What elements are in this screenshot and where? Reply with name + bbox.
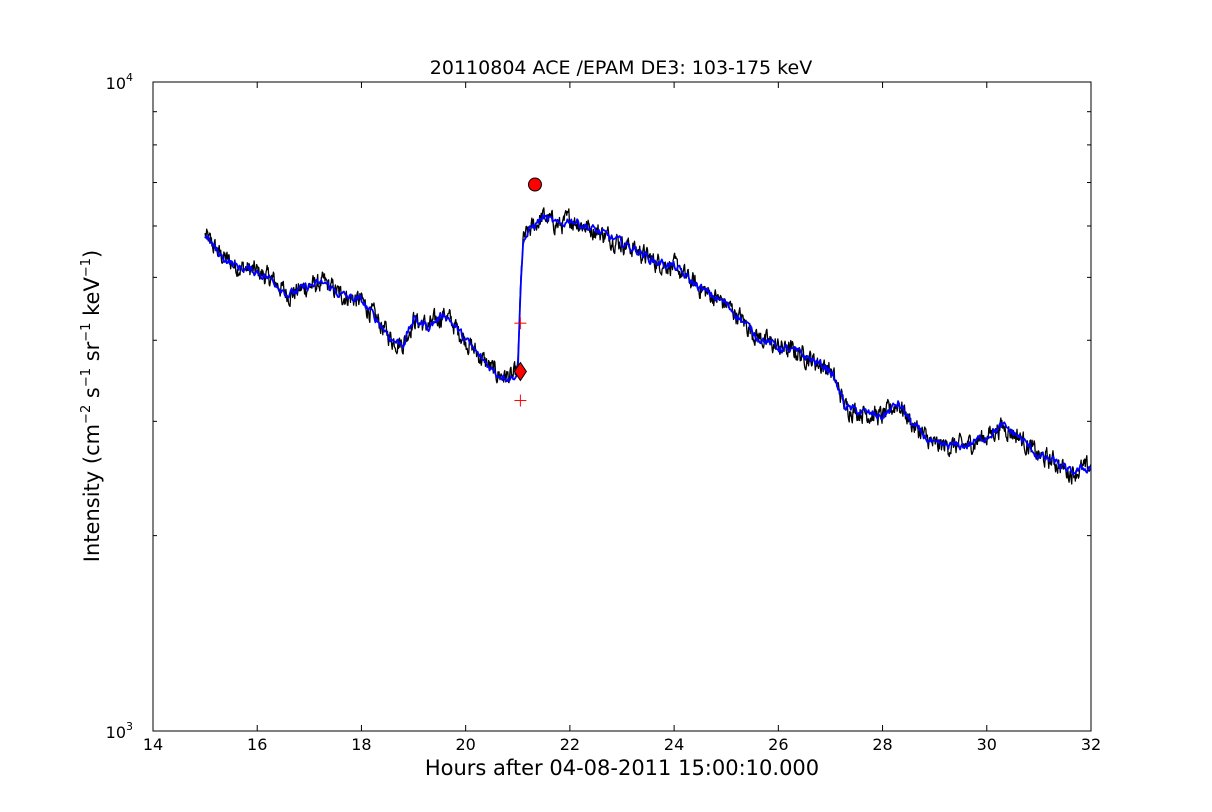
y-axis-label-exp1: −2 bbox=[79, 405, 94, 424]
marker-peak bbox=[527, 177, 542, 192]
x-axis-label: Hours after 04-08-2011 15:00:10.000 bbox=[425, 756, 819, 780]
chart-title: 20110804 ACE /EPAM DE3: 103-175 keV bbox=[430, 57, 812, 79]
y-tick-label-base: 10 bbox=[106, 74, 126, 93]
y-axis-label-mid1: s bbox=[80, 387, 104, 405]
y-axis-label: Intensity (cm−2 s−1 sr−1 keV−1) bbox=[79, 250, 104, 562]
series-layer bbox=[204, 207, 1092, 485]
y-tick-label-exp: 4 bbox=[126, 71, 133, 84]
y-tick-label: 104 bbox=[106, 71, 133, 93]
plot-area bbox=[152, 81, 1092, 732]
marker-onset bbox=[513, 361, 527, 382]
y-axis-label-exp3: −1 bbox=[79, 323, 94, 342]
x-tick-label: 26 bbox=[768, 735, 788, 754]
y-axis-label-exp4: −1 bbox=[79, 258, 94, 277]
x-tick-label: 22 bbox=[560, 735, 580, 754]
x-tick-label: 20 bbox=[455, 735, 475, 754]
y-axis-label-mid2: sr bbox=[80, 341, 104, 368]
marker-onset-lower-error bbox=[514, 394, 527, 407]
y-axis-label-exp2: −1 bbox=[79, 368, 94, 387]
x-tick-label: 28 bbox=[872, 735, 892, 754]
y-tick-label: 103 bbox=[106, 720, 133, 742]
y-tick-label-base: 10 bbox=[106, 723, 126, 742]
y-axis-label-mid3: keV bbox=[80, 277, 104, 323]
x-axis-ticks: 14 16 18 20 22 24 26 28 30 32 bbox=[143, 82, 1101, 754]
series-line-smoothed bbox=[204, 214, 1092, 476]
x-tick-label: 18 bbox=[351, 735, 371, 754]
y-axis-label-suffix: ) bbox=[80, 250, 104, 258]
x-tick-label: 24 bbox=[664, 735, 684, 754]
x-tick-label: 16 bbox=[247, 735, 267, 754]
y-tick-label-exp: 3 bbox=[126, 720, 133, 733]
x-tick-label: 32 bbox=[1081, 735, 1101, 754]
axes-frame bbox=[152, 81, 1092, 732]
marker-onset-upper-error bbox=[514, 317, 527, 330]
x-tick-label: 14 bbox=[143, 735, 163, 754]
x-tick-label: 30 bbox=[977, 735, 997, 754]
marker-layer bbox=[513, 177, 542, 407]
y-axis-label-prefix: Intensity (cm bbox=[80, 424, 104, 562]
